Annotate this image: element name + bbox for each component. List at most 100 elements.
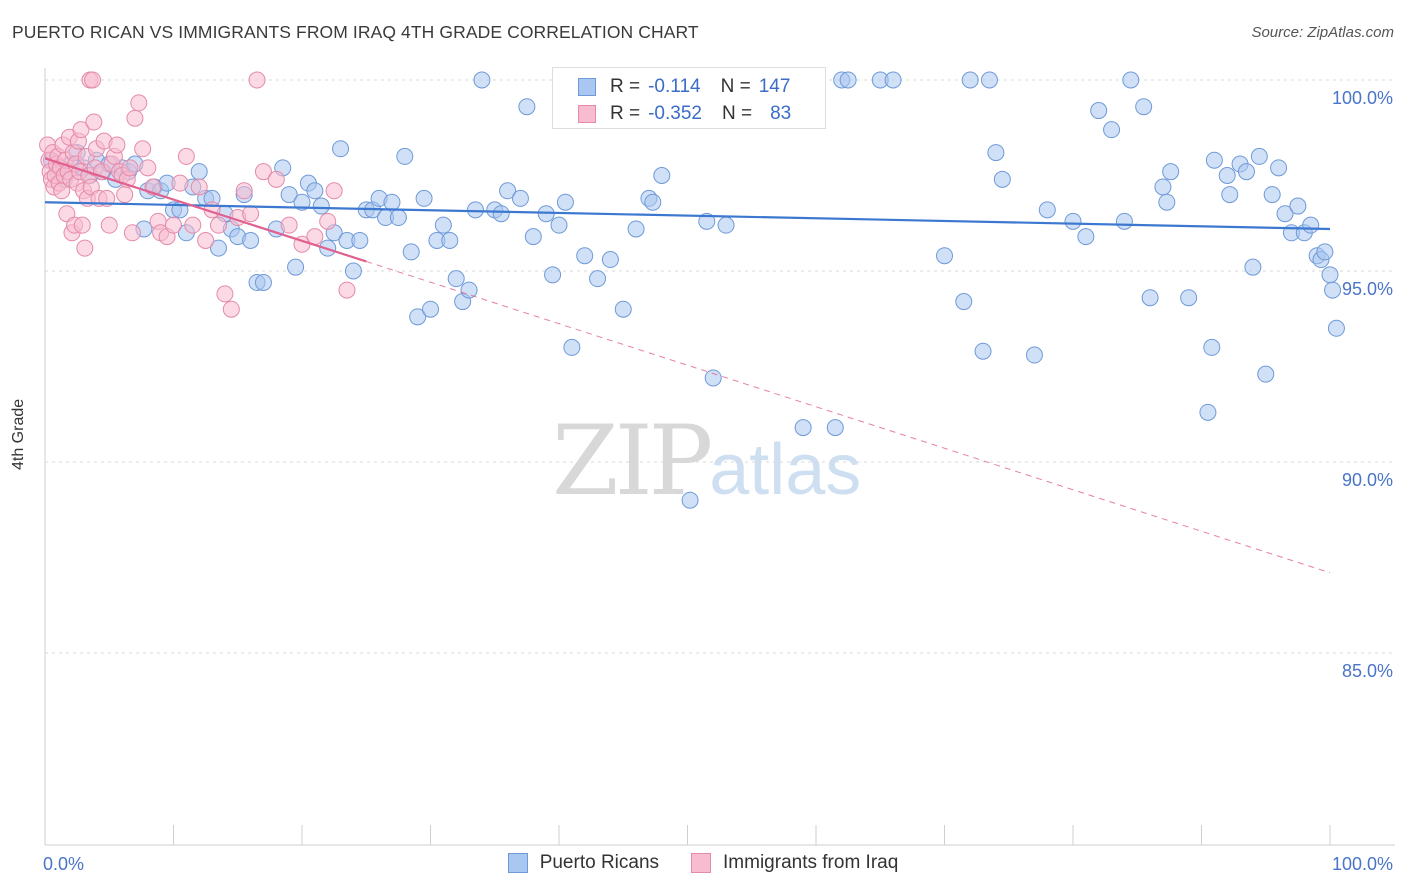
point-puerto-ricans <box>396 147 414 165</box>
point-puerto-ricans <box>704 369 722 387</box>
point-puerto-ricans <box>1077 228 1095 246</box>
point-puerto-ricans <box>254 273 272 291</box>
stats-r-label: R = <box>610 76 641 97</box>
point-puerto-ricans <box>499 182 517 200</box>
point-puerto-ricans <box>415 189 433 207</box>
watermark-atlas: atlas <box>709 430 862 510</box>
point-iraq <box>72 121 90 139</box>
point-puerto-ricans <box>1180 289 1198 307</box>
point-iraq <box>134 140 152 158</box>
point-iraq <box>177 147 195 165</box>
point-iraq <box>171 174 189 192</box>
stats-r-label: R = <box>610 103 641 124</box>
point-puerto-ricans <box>974 342 992 360</box>
legend-swatch-iraq <box>691 853 712 873</box>
point-iraq <box>126 109 144 127</box>
point-puerto-ricans <box>524 228 542 246</box>
point-iraq <box>216 285 234 303</box>
trend-line-iraq <box>44 157 367 263</box>
point-puerto-ricans <box>242 231 260 249</box>
point-puerto-ricans <box>209 239 227 257</box>
point-iraq <box>84 71 102 89</box>
point-iraq <box>209 216 227 234</box>
point-puerto-ricans <box>556 193 574 211</box>
stats-r-value: -0.114 <box>648 76 701 97</box>
point-puerto-ricans <box>681 491 699 509</box>
point-puerto-ricans <box>293 193 311 211</box>
point-iraq <box>165 216 182 234</box>
point-iraq <box>222 300 240 318</box>
point-puerto-ricans <box>1162 163 1180 181</box>
stats-n-value: 83 <box>770 103 792 124</box>
point-puerto-ricans <box>794 419 812 437</box>
point-puerto-ricans <box>1205 151 1223 169</box>
point-puerto-ricans <box>1270 159 1288 177</box>
point-puerto-ricans <box>1316 243 1334 261</box>
point-puerto-ricans <box>1244 258 1262 276</box>
point-puerto-ricans <box>993 170 1011 188</box>
point-iraq <box>267 170 285 188</box>
point-puerto-ricans <box>447 270 465 288</box>
stats-swatch-puerto-ricans <box>578 78 596 96</box>
point-puerto-ricans <box>1203 338 1221 356</box>
point-puerto-ricans <box>402 243 420 261</box>
y-tick-label: 95.0% <box>1342 279 1393 299</box>
point-puerto-ricans <box>1250 147 1268 165</box>
point-puerto-ricans <box>492 205 510 223</box>
point-puerto-ricans <box>1103 121 1121 139</box>
point-puerto-ricans <box>627 220 645 238</box>
point-puerto-ricans <box>422 300 439 318</box>
y-tick-label: 85.0% <box>1342 661 1393 681</box>
x-tick-label: 100.0% <box>1332 854 1393 874</box>
legend-label-iraq: Immigrants from Iraq <box>723 852 899 873</box>
point-puerto-ricans <box>344 262 362 280</box>
point-iraq <box>108 136 126 154</box>
point-puerto-ricans <box>717 216 735 234</box>
stats-box: R = -0.114 N = 147 R = -0.352 N = 83 <box>552 67 826 129</box>
point-iraq <box>116 186 134 204</box>
point-puerto-ricans <box>441 231 459 249</box>
point-iraq <box>254 163 272 181</box>
point-puerto-ricans <box>1218 167 1236 184</box>
stats-row-puerto-ricans: R = -0.114 N = 147 <box>553 73 790 101</box>
point-puerto-ricans <box>698 212 716 230</box>
point-puerto-ricans <box>389 209 407 227</box>
point-puerto-ricans <box>839 71 857 89</box>
point-iraq <box>139 159 157 177</box>
point-puerto-ricans <box>644 193 662 211</box>
point-iraq <box>73 216 91 234</box>
point-puerto-ricans <box>563 338 581 356</box>
point-iraq <box>197 231 215 249</box>
point-iraq <box>235 182 253 200</box>
point-puerto-ricans <box>1064 212 1082 230</box>
point-puerto-ricans <box>1327 319 1345 337</box>
point-puerto-ricans <box>1154 178 1172 196</box>
trend-line-iraq-dashed <box>366 260 1331 574</box>
trend-line-puerto-ricans <box>44 201 1331 231</box>
point-puerto-ricans <box>409 308 427 326</box>
point-puerto-ricans <box>544 266 562 284</box>
point-iraq <box>190 178 208 196</box>
point-puerto-ricans <box>1158 193 1176 211</box>
chart-title: PUERTO RICAN VS IMMIGRANTS FROM IRAQ 4TH… <box>12 22 699 42</box>
legend-item-puerto-ricans[interactable]: Puerto Ricans <box>507 852 659 874</box>
point-puerto-ricans <box>460 281 478 299</box>
point-puerto-ricans <box>987 144 1005 162</box>
point-puerto-ricans <box>826 419 844 437</box>
point-puerto-ricans <box>1289 197 1307 215</box>
stats-n-label: N = <box>721 103 753 124</box>
point-iraq <box>184 216 202 234</box>
point-puerto-ricans <box>1090 102 1108 120</box>
legend-item-iraq[interactable]: Immigrants from Iraq <box>691 852 898 874</box>
stats-n-label: N = <box>720 76 751 97</box>
x-tick-label: 0.0% <box>43 854 84 874</box>
point-puerto-ricans <box>1115 212 1133 230</box>
point-puerto-ricans <box>601 251 619 269</box>
point-puerto-ricans <box>589 270 607 288</box>
point-iraq <box>338 281 356 299</box>
point-iraq <box>130 94 148 112</box>
y-tick-label: 90.0% <box>1342 470 1393 490</box>
y-tick-label: 100.0% <box>1332 88 1393 108</box>
point-puerto-ricans <box>306 182 324 200</box>
